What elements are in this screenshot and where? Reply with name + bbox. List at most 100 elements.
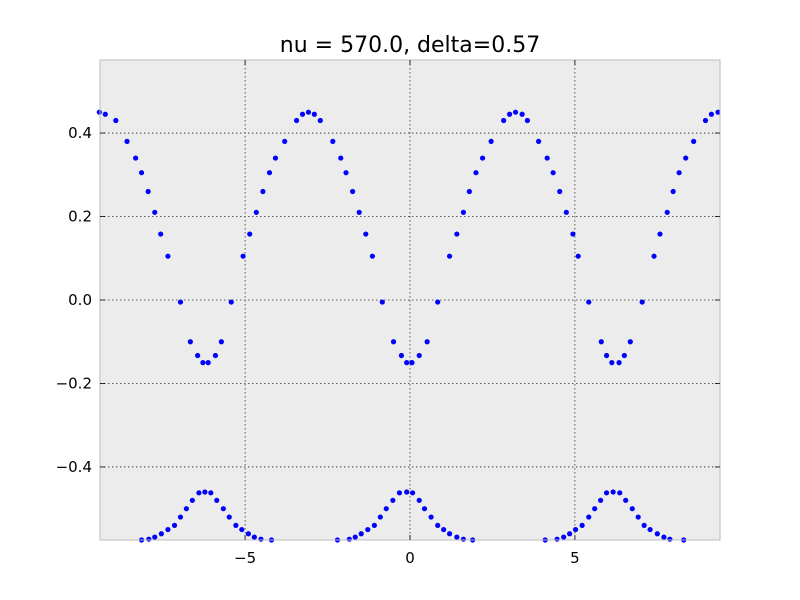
data-point <box>570 231 576 237</box>
data-point <box>113 117 119 124</box>
data-point <box>228 299 234 305</box>
data-point <box>377 514 383 520</box>
data-point <box>623 497 629 503</box>
data-point <box>598 497 604 503</box>
data-point <box>220 506 226 512</box>
data-point <box>404 489 410 495</box>
data-point <box>598 339 604 345</box>
data-point <box>654 531 660 537</box>
data-point <box>454 534 460 540</box>
data-point <box>575 253 581 259</box>
data-point <box>466 188 472 195</box>
data-point <box>460 209 467 215</box>
data-point <box>676 170 682 176</box>
axis-ticks: −5 0 5 −0.4 −0.2 0.0 0.2 0.4 <box>56 60 720 567</box>
data-point <box>272 155 279 161</box>
data-point <box>609 360 615 366</box>
chart-title: nu = 570.0, delta=0.57 <box>280 33 540 58</box>
data-point <box>647 526 653 533</box>
data-point <box>282 138 288 144</box>
data-point <box>379 299 385 305</box>
data-point <box>177 299 184 305</box>
data-point <box>641 522 647 528</box>
data-point <box>158 531 164 537</box>
data-point <box>189 497 195 503</box>
data-point <box>146 536 152 542</box>
data-point <box>579 522 585 528</box>
data-point <box>446 531 453 537</box>
data-point <box>247 231 253 237</box>
data-point <box>96 109 102 115</box>
data-point <box>158 231 164 237</box>
data-point <box>202 489 208 495</box>
data-point <box>293 117 300 124</box>
data-point <box>245 531 252 537</box>
data-point <box>610 489 616 495</box>
data-point <box>410 490 416 496</box>
data-point <box>258 536 264 542</box>
data-point <box>563 209 569 215</box>
data-point <box>365 526 371 533</box>
data-point <box>536 138 542 144</box>
data-point <box>635 514 641 520</box>
data-point <box>627 339 633 345</box>
data-point <box>629 506 635 512</box>
data-point <box>311 111 317 117</box>
data-point <box>102 111 108 117</box>
data-point <box>200 360 206 366</box>
data-point <box>398 352 405 359</box>
y-tick-label: 0.2 <box>68 208 92 226</box>
data-point <box>441 526 447 533</box>
data-point <box>233 522 239 528</box>
data-point <box>702 117 709 124</box>
data-point <box>346 536 352 542</box>
grid-lines <box>100 60 720 540</box>
data-point <box>572 526 579 533</box>
data-point <box>363 231 369 237</box>
data-point <box>664 209 670 215</box>
data-point <box>171 522 178 528</box>
data-point <box>479 155 486 161</box>
data-point <box>651 253 657 259</box>
data-point <box>446 253 453 259</box>
data-point <box>196 490 202 496</box>
data-point <box>239 526 245 533</box>
data-point <box>524 117 531 124</box>
data-point <box>592 506 598 512</box>
data-point <box>639 299 645 305</box>
data-point <box>550 170 556 176</box>
data-point <box>165 253 171 259</box>
data-point <box>214 497 220 503</box>
data-point <box>266 170 273 176</box>
data-point <box>519 111 525 117</box>
data-point <box>409 360 415 366</box>
data-point <box>424 339 430 345</box>
data-point <box>299 111 306 117</box>
y-tick-label: 0.0 <box>68 291 92 309</box>
data-point <box>715 109 721 115</box>
x-tick-label: 0 <box>405 549 415 567</box>
data-point <box>338 155 344 161</box>
data-point <box>208 490 214 496</box>
data-point <box>501 117 507 124</box>
data-point <box>586 299 592 305</box>
data-point <box>226 514 232 520</box>
data-point <box>187 339 193 345</box>
data-point <box>557 188 563 195</box>
data-point <box>435 522 441 528</box>
data-point <box>657 231 663 237</box>
y-tick-label: −0.2 <box>56 374 92 392</box>
data-point <box>473 170 479 176</box>
data-point <box>251 534 257 540</box>
y-tick-label: −0.4 <box>56 458 92 476</box>
data-point <box>305 109 312 115</box>
data-point <box>390 339 397 345</box>
data-point <box>460 536 467 542</box>
data-point <box>383 506 389 512</box>
data-point <box>561 534 567 540</box>
x-tick-label: 5 <box>570 549 580 567</box>
data-point <box>617 490 623 496</box>
data-point <box>195 352 201 359</box>
data-point <box>343 170 349 176</box>
data-point <box>152 209 158 215</box>
